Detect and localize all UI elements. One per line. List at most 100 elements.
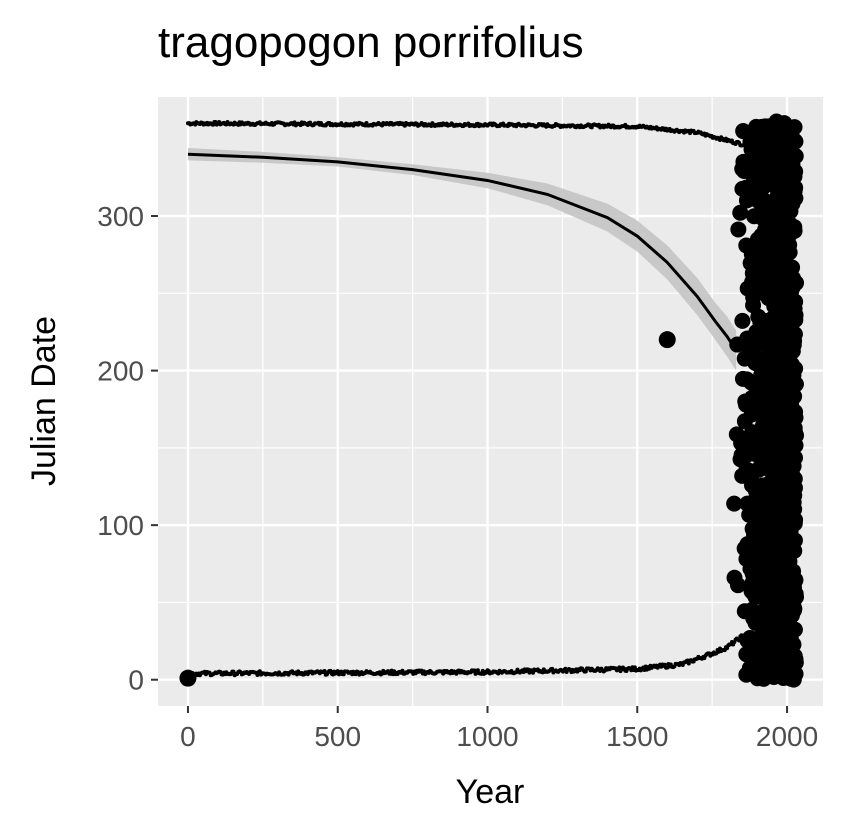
cluster-point: [736, 448, 753, 465]
cluster-point: [747, 240, 764, 257]
cluster-point: [736, 350, 753, 367]
cluster-point: [772, 622, 789, 639]
cluster-point: [726, 569, 743, 586]
cluster-point: [778, 294, 795, 311]
cluster-point: [774, 636, 791, 653]
cluster-point: [769, 370, 786, 387]
cluster-point: [767, 270, 784, 287]
cluster-point: [730, 221, 747, 238]
cluster-point: [733, 435, 750, 452]
cluster-point: [767, 667, 784, 684]
cluster-point: [747, 567, 764, 584]
plot-layer: [179, 113, 805, 688]
cluster-point: [750, 461, 767, 478]
data-points: [179, 113, 805, 688]
lower-band-point: [475, 668, 480, 673]
lower-band-point: [231, 669, 236, 674]
cluster-point: [734, 312, 751, 329]
cluster-point: [732, 204, 749, 221]
cluster-point: [786, 470, 803, 487]
cluster-point: [765, 478, 782, 495]
y-tick-label: 100: [97, 510, 144, 541]
cluster-point: [757, 223, 774, 240]
lower-band-point: [335, 669, 340, 674]
cluster-point: [745, 658, 762, 675]
cluster-point: [746, 163, 763, 180]
axis-ticks: [151, 215, 789, 713]
chart-title: tragopogon porrifolius: [158, 18, 584, 67]
cluster-point: [787, 163, 804, 180]
cluster-point: [743, 141, 760, 158]
lower-band-point: [322, 668, 327, 673]
cluster-point: [777, 243, 794, 260]
cluster-point: [786, 332, 803, 349]
lower-band-point: [473, 671, 478, 676]
cluster-point: [781, 186, 798, 203]
smooth-trend-line: [187, 152, 738, 352]
y-axis-title: Julian Date: [25, 316, 63, 486]
cluster-point: [747, 643, 764, 660]
cluster-point: [773, 395, 790, 412]
smooth-confidence-ribbon: [187, 148, 737, 371]
x-tick-label: 1000: [456, 721, 518, 752]
cluster-point: [784, 421, 801, 438]
cluster-point: [758, 539, 775, 556]
cluster-point: [748, 403, 765, 420]
cluster-point: [784, 314, 801, 331]
cluster-point: [766, 352, 783, 369]
cluster-point: [757, 124, 774, 141]
cluster-point: [750, 498, 767, 515]
cluster-point: [752, 584, 769, 601]
cluster-point: [770, 129, 787, 146]
lower-band-point: [583, 669, 588, 674]
cluster-point: [746, 338, 763, 355]
cluster-point: [738, 371, 755, 388]
minor-gridlines: [158, 97, 823, 706]
cluster-point: [748, 323, 765, 340]
cluster-point: [757, 614, 774, 631]
cluster-point: [771, 543, 788, 560]
cluster-point: [746, 208, 763, 225]
x-tick-label: 500: [314, 721, 361, 752]
x-tick-label: 2000: [756, 721, 818, 752]
cluster-point: [771, 412, 788, 429]
cluster-point: [760, 244, 777, 261]
cluster-point: [783, 123, 800, 140]
cluster-point: [766, 338, 783, 355]
cluster-point: [779, 347, 796, 364]
cluster-point: [788, 274, 805, 291]
lower-band-point: [662, 662, 667, 667]
y-tick-labels: 0 100 200 300: [97, 201, 144, 696]
cluster-point: [739, 632, 756, 649]
lower-band-point: [632, 665, 637, 670]
cluster-point: [774, 463, 791, 480]
y-tick-label: 200: [97, 356, 144, 387]
cluster-point: [726, 495, 743, 512]
cluster-point: [735, 153, 752, 170]
x-tick-label: 0: [180, 721, 196, 752]
cluster-point: [785, 578, 802, 595]
cluster-point: [747, 482, 764, 499]
cluster-point: [768, 588, 785, 605]
cluster-point: [767, 500, 784, 517]
y-tick-label: 300: [97, 201, 144, 232]
cluster-point: [745, 289, 762, 306]
cluster-point: [769, 195, 786, 212]
outlier-point: [179, 669, 197, 687]
cluster-point: [738, 192, 755, 209]
cluster-point: [756, 633, 773, 650]
cluster-point: [754, 443, 771, 460]
x-tick-label: 1500: [606, 721, 668, 752]
x-tick-labels: 0 500 1000 1500 2000: [180, 721, 818, 752]
cluster-point: [736, 603, 753, 620]
outlier-point: [658, 331, 676, 349]
cluster-point: [783, 223, 800, 240]
cluster-point: [779, 557, 796, 574]
x-axis-title: Year: [456, 773, 525, 811]
cluster-point: [736, 540, 753, 557]
cluster-point: [787, 665, 804, 682]
lower-band-point: [531, 670, 536, 675]
y-tick-label: 0: [128, 665, 144, 696]
cluster-point: [783, 489, 800, 506]
